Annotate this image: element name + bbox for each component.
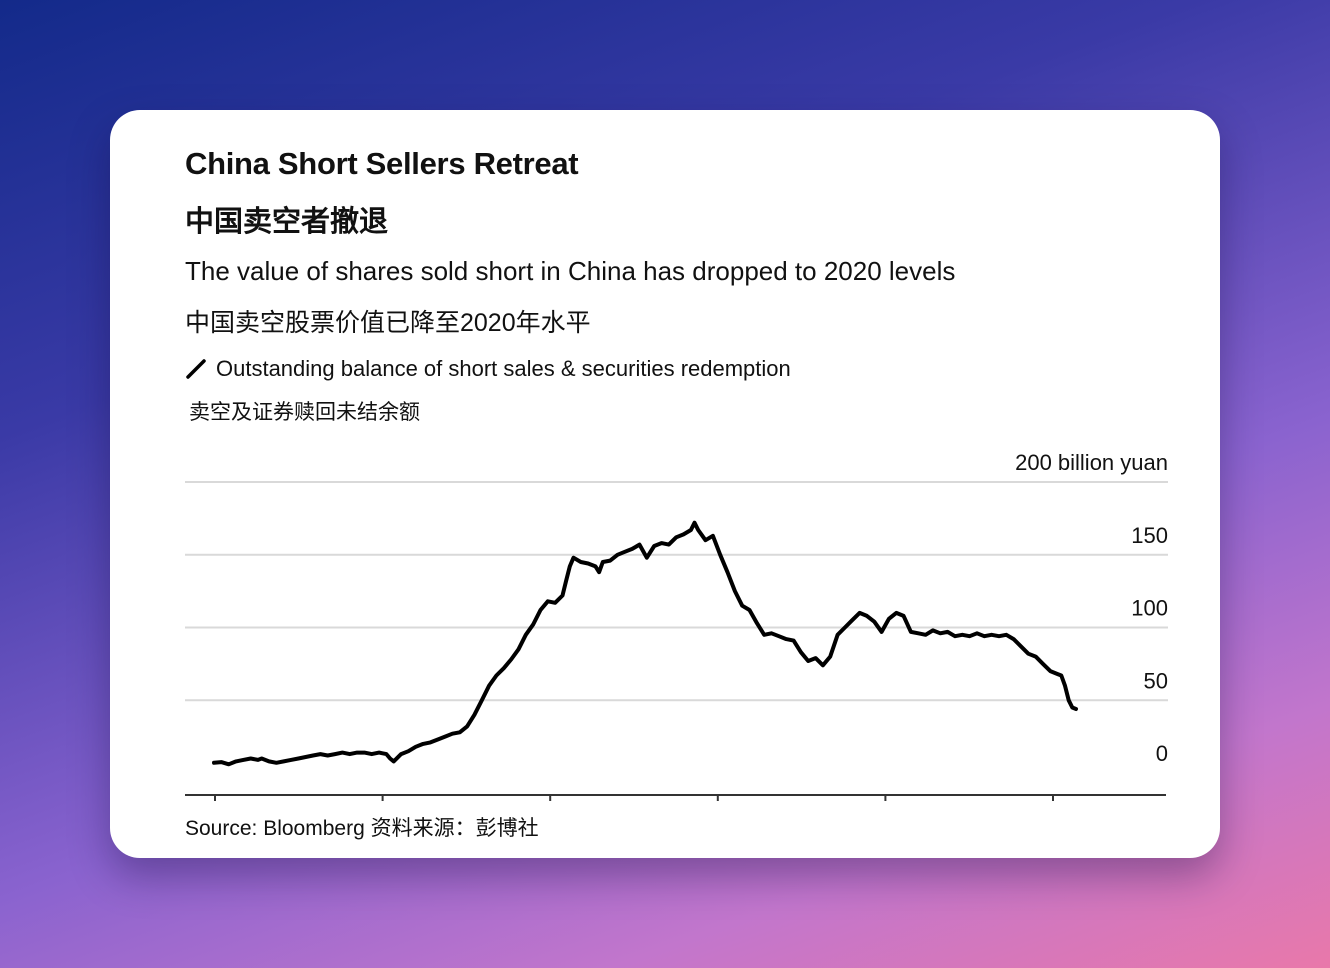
chart-subtitle-chinese: 中国卖空股票价值已降至2020年水平 — [185, 309, 591, 337]
y-tick-label: 150 — [1131, 523, 1168, 548]
series-layer — [212, 520, 1078, 767]
line-series-icon — [186, 359, 206, 379]
chart-title: China Short Sellers Retreat — [185, 146, 579, 181]
y-tick-label: 0 — [1156, 741, 1168, 766]
series-line — [212, 520, 1078, 767]
chart-card: China Short Sellers Retreat 中国卖空者撤退 The … — [110, 110, 1220, 858]
y-tick-label: 50 — [1144, 668, 1168, 693]
source-note: Source: Bloomberg 资料来源：彭博社 — [185, 817, 539, 840]
line-chart: 0 50 100 150 200 billion yuan — [185, 450, 1168, 801]
y-axis-labels: 0 50 100 150 200 billion yuan — [1015, 450, 1168, 766]
chart-title-chinese: 中国卖空者撤退 — [185, 206, 389, 238]
chart-subtitle: The value of shares sold short in China … — [185, 256, 956, 286]
gridlines — [185, 481, 1168, 702]
legend: Outstanding balance of short sales & sec… — [185, 356, 791, 382]
x-axis — [185, 794, 1166, 801]
y-tick-label: 200 billion yuan — [1015, 450, 1168, 475]
legend-label: Outstanding balance of short sales & sec… — [216, 356, 791, 381]
y-tick-label: 100 — [1131, 596, 1168, 621]
legend-label-chinese: 卖空及证券赎回未结余额 — [189, 401, 420, 424]
